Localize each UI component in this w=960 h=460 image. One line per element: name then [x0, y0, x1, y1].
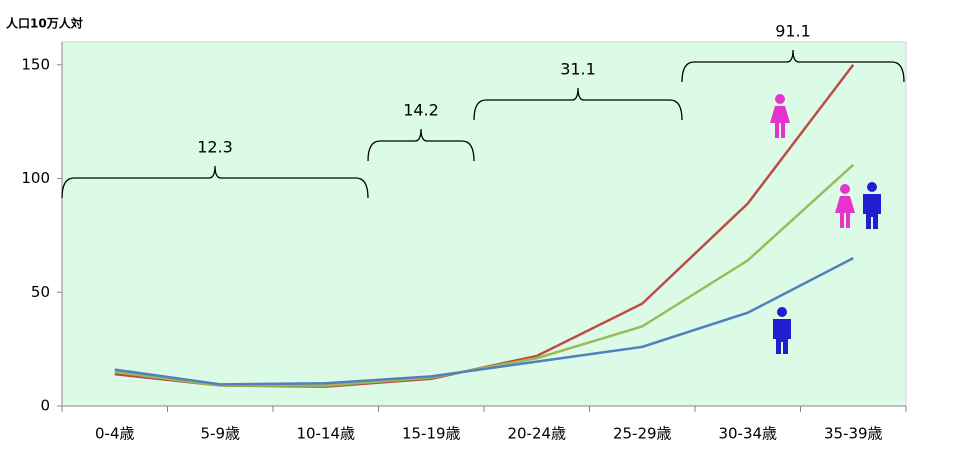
person-icon — [835, 196, 855, 228]
annotation: 12.3 — [197, 138, 233, 157]
bracket — [681, 49, 905, 83]
x-tick-label: 15-19歳 — [402, 425, 461, 443]
x-tick-label: 0-4歳 — [95, 425, 135, 443]
annotation: 31.1 — [560, 60, 596, 79]
person-icon — [775, 94, 785, 104]
y-tick-label: 150 — [21, 55, 50, 73]
x-tick-label: 25-29歳 — [613, 425, 672, 443]
annotation: 91.1 — [775, 22, 811, 41]
person-icon — [867, 182, 877, 192]
line-series — [114, 257, 854, 386]
annotation: 14.2 — [403, 101, 439, 120]
y-tick-label: 0 — [40, 397, 50, 415]
person-icon — [770, 106, 790, 138]
person-icon — [777, 307, 787, 317]
x-tick-label: 20-24歳 — [507, 425, 566, 443]
bracket — [473, 87, 683, 121]
bracket — [61, 165, 369, 199]
person-icon — [773, 319, 791, 354]
x-tick-label: 30-34歳 — [718, 425, 777, 443]
person-icon — [840, 184, 850, 194]
y-axis-label: 人口10万人対 — [6, 16, 83, 31]
x-tick-label: 5-9歳 — [201, 425, 241, 443]
x-tick-label: 10-14歳 — [296, 425, 355, 443]
x-tick-label: 35-39歳 — [824, 425, 883, 443]
plot-area — [61, 41, 907, 407]
bracket — [367, 128, 475, 162]
y-tick-label: 100 — [21, 169, 50, 187]
y-tick-label: 50 — [31, 283, 50, 301]
person-icon — [863, 194, 881, 229]
